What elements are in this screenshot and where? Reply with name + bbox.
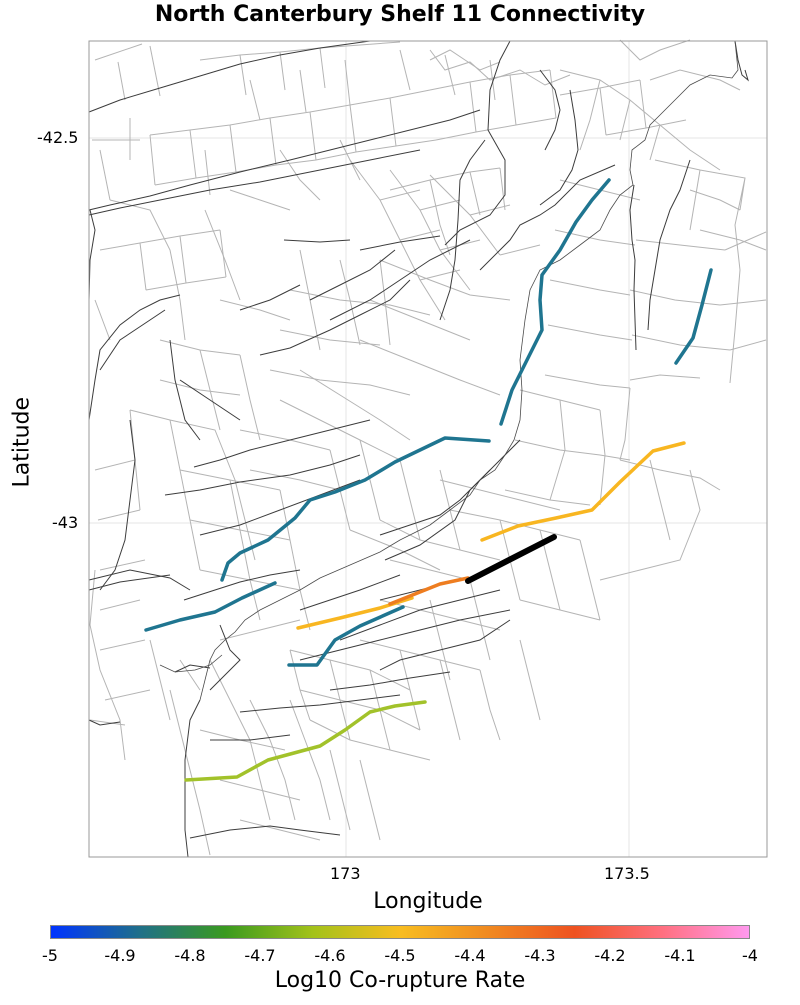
colorbar-tick-label: -4.6 <box>314 946 346 965</box>
colorbar-tick-label: -5 <box>42 946 58 965</box>
plot-frame <box>88 40 768 858</box>
colorbar-tick-label: -4.8 <box>174 946 206 965</box>
subsection-traces-light <box>89 39 767 856</box>
colorbar-tick-label: -4.4 <box>454 946 486 965</box>
x-axis-label: Longitude <box>373 889 483 914</box>
rupture-section <box>674 268 713 365</box>
map-grid <box>89 41 767 857</box>
rupture-section <box>480 441 686 542</box>
colorbar-label: Log10 Co-rupture Rate <box>274 968 526 993</box>
x-tick-label: 173.5 <box>604 864 650 883</box>
y-axis-label: Latitude <box>9 396 35 488</box>
y-tick-label: -43 <box>52 513 79 532</box>
fault-traces-dark <box>88 40 749 858</box>
colorbar-tick-label: -4.3 <box>524 946 556 965</box>
colorbar-tick-label: -4.2 <box>594 946 626 965</box>
rupture-sections <box>144 178 713 782</box>
map-title: North Canterbury Shelf 11 Connectivity <box>154 2 646 27</box>
rupture-section <box>388 576 470 606</box>
x-tick-label: 173 <box>330 864 361 883</box>
colorbar-tick-label: -4 <box>742 946 758 965</box>
colorbar <box>50 925 750 939</box>
rupture-section <box>499 178 611 426</box>
rupture-section <box>184 700 427 782</box>
colorbar-tick-label: -4.9 <box>104 946 136 965</box>
y-tick-label: -42.5 <box>37 128 79 147</box>
rupture-section <box>287 605 405 667</box>
colorbar-tick-label: -4.5 <box>384 946 416 965</box>
coastline <box>159 40 739 701</box>
rupture-section <box>144 581 277 632</box>
rupture-section <box>220 436 491 582</box>
colorbar-tick-label: -4.1 <box>664 946 696 965</box>
colorbar-tick-label: -4.7 <box>244 946 276 965</box>
source-section <box>465 534 557 584</box>
